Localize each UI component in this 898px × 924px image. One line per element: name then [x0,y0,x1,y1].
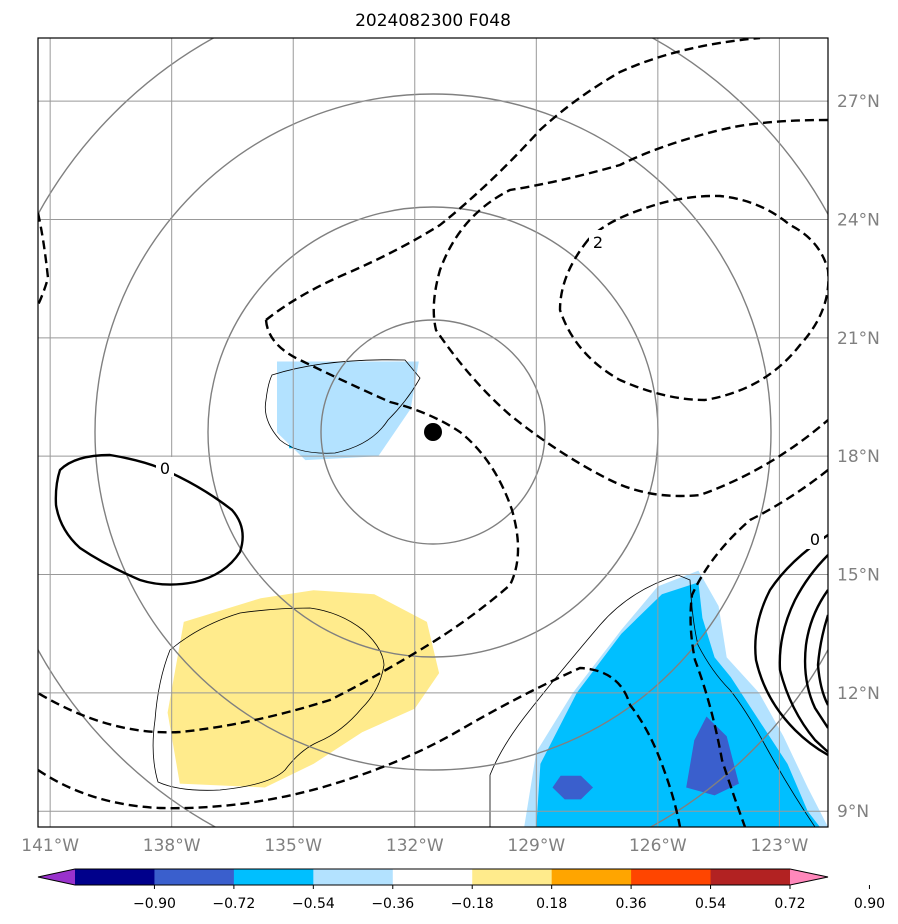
contour-label-3: 0 [810,530,820,549]
lon-label-2: 135°W [264,836,322,856]
colorbar-segment-6 [551,869,632,885]
colorbar-tick-label-6: 0.36 [616,896,647,912]
dashed-contour-west-edge [38,212,50,306]
range-ring-4 [38,38,828,827]
lat-label-2: 15°N [837,566,880,586]
colorbar-tick-label-3: −0.36 [371,896,414,912]
dashed-contour-outer [432,118,828,498]
colorbar-segment-0 [75,869,155,885]
range-ring-1 [320,319,546,545]
shaded-region-1 [277,361,419,461]
orange-anomaly-outline [152,607,385,791]
lon-label-1: 138°W [143,836,201,856]
colorbar-outline [37,868,829,886]
contour-label-1: 0 [160,459,170,478]
colorbar-tick-label-2: −0.54 [292,896,335,912]
colorbar: −0.90 −0.72 −0.54 −0.36 −0.18 0.18 0.36 0.54 0.7… [37,868,885,912]
dashed-contours [38,38,828,827]
blue-anomaly-outline [264,359,421,454]
colorbar-segment-7 [631,869,712,885]
lat-label-4: 21°N [837,329,880,349]
contour-label-bg-1 [156,457,174,477]
southeast-anomaly-outline [489,574,816,827]
solid-contour-east-ring-2 [778,554,828,753]
plot-frame [37,37,829,828]
colorbar-tick-label-7: 0.54 [695,896,726,912]
solid-contour-east-ring-4 [816,614,828,706]
lon-label-3: 132°W [386,836,444,856]
colorbar-tick-label-5: 0.18 [536,896,567,912]
colorbar-ticks: −0.90 −0.72 −0.54 −0.36 −0.18 0.18 0.36 0.54 0.7… [133,885,885,912]
solid-contours [54,453,828,757]
colorbar-tick-label-9: 0.90 [854,896,885,912]
lon-label-4: 129°W [507,836,565,856]
storm-center-marker [424,423,442,441]
lat-label-0: 9°N [837,802,869,822]
shaded-anomaly-layer [167,361,828,827]
solid-contour-east-ring-1 [754,533,828,757]
shaded-region-5 [536,582,820,827]
latitude-labels: 9°N 12°N 15°N 18°N 21°N 24°N 27°N [837,92,880,822]
colorbar-segment-1 [154,869,235,885]
lat-label-5: 24°N [837,210,880,230]
dashed-contour-trough [265,38,761,321]
dashed-contour-through-center [38,319,520,734]
contour-label-2: 2 [593,233,603,252]
colorbar-segment-5 [472,869,553,885]
contour-label-bg-3 [806,529,824,549]
colorbar-segment-3 [313,869,394,885]
lat-label-3: 18°N [837,447,880,467]
range-rings [38,38,828,827]
dashed-contour-southern [38,666,682,827]
shaded-region-3 [167,590,440,788]
colorbar-segment-8 [710,869,791,885]
colorbar-tick-label-1: −0.72 [212,896,255,912]
plot-title: 2024082300 F048 [355,11,511,31]
gridlines [38,38,828,827]
dashed-contour-southeast [689,469,828,827]
lon-label-0: 141°W [21,836,79,856]
solid-contour-east-ring-3 [803,589,828,729]
lat-label-1: 12°N [837,684,880,704]
colorbar-segments [38,869,828,885]
lat-label-6: 27°N [837,92,880,112]
dashed-contour-2-closed [558,194,828,402]
colorbar-extend-high [790,869,828,885]
shaded-region-7 [552,775,593,800]
colorbar-tick-label-8: 0.72 [774,896,805,912]
shading-outlines [152,359,816,827]
range-ring-3 [94,93,772,771]
plot-area: 0 2 0 [38,38,828,827]
colorbar-tick-label-4: −0.18 [451,896,494,912]
colorbar-segment-4 [392,869,473,885]
colorbar-tick-label-0: −0.90 [133,896,176,912]
lon-label-5: 126°W [629,836,687,856]
colorbar-extend-low [38,869,75,885]
solid-contour-west-ellipse [54,453,244,586]
colorbar-segment-2 [233,869,314,885]
lon-label-6: 123°W [751,836,809,856]
contour-label-bg-2 [589,230,607,252]
longitude-labels: 141°W 138°W 135°W 132°W 129°W 126°W 123°W [21,836,808,856]
